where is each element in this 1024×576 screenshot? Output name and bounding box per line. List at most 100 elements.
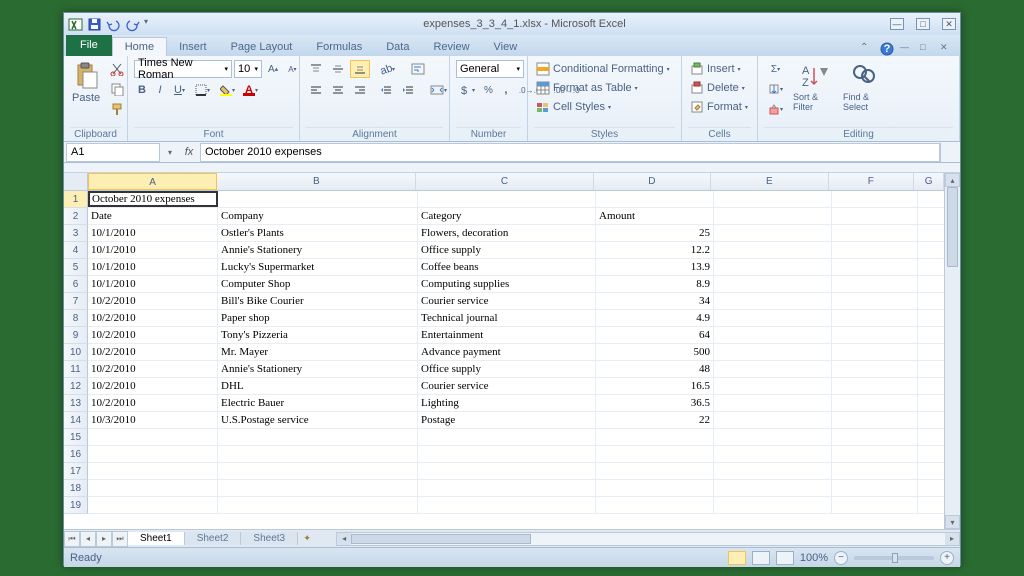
percent-button[interactable]: % (480, 81, 497, 99)
delete-cells-button[interactable]: Delete ▾ (688, 79, 747, 97)
clear-button[interactable]: ▾ (764, 100, 787, 118)
column-header-D[interactable]: D (594, 173, 711, 190)
row-header-6[interactable]: 6 (64, 276, 88, 293)
row-header-9[interactable]: 9 (64, 327, 88, 344)
cell-F12[interactable] (832, 378, 918, 394)
cell-D2[interactable]: Amount (596, 208, 714, 224)
sort-filter-button[interactable]: AZ Sort & Filter (791, 60, 837, 114)
cell-C2[interactable]: Category (418, 208, 596, 224)
cell-B3[interactable]: Ostler's Plants (218, 225, 418, 241)
cell-D4[interactable]: 12.2 (596, 242, 714, 258)
scroll-right-button[interactable]: ▸ (945, 533, 959, 545)
column-header-G[interactable]: G (914, 173, 944, 190)
column-header-F[interactable]: F (829, 173, 915, 190)
column-header-E[interactable]: E (711, 173, 828, 190)
cell-C13[interactable]: Lighting (418, 395, 596, 411)
qat-dropdown-icon[interactable]: ▾ (144, 17, 159, 32)
cell-D5[interactable]: 13.9 (596, 259, 714, 275)
italic-button[interactable]: I (152, 81, 168, 99)
cell-B15[interactable] (218, 429, 418, 445)
row-header-1[interactable]: 1 (64, 191, 88, 208)
format-as-table-button[interactable]: Format as Table ▾ (534, 79, 640, 97)
scroll-left-button[interactable]: ◂ (337, 533, 351, 545)
orientation-button[interactable]: ab▾ (376, 60, 399, 78)
cell-E17[interactable] (714, 463, 832, 479)
cell-F10[interactable] (832, 344, 918, 360)
decrease-font-button[interactable]: A▾ (284, 60, 300, 78)
cell-E6[interactable] (714, 276, 832, 292)
save-icon[interactable] (87, 17, 102, 32)
cell-F14[interactable] (832, 412, 918, 428)
cell-F18[interactable] (832, 480, 918, 496)
insert-cells-button[interactable]: Insert ▾ (688, 60, 743, 78)
help-icon[interactable]: ? (880, 42, 894, 56)
cell-B9[interactable]: Tony's Pizzeria (218, 327, 418, 343)
cell-G3[interactable] (918, 225, 944, 241)
find-select-button[interactable]: Find & Select (841, 60, 887, 114)
cell-F4[interactable] (832, 242, 918, 258)
fill-button[interactable]: ▾ (764, 80, 787, 98)
ribbon-minimize-icon[interactable]: ⌃ (860, 42, 874, 56)
tab-data[interactable]: Data (374, 38, 421, 56)
minimize-button[interactable]: — (890, 18, 904, 30)
tab-insert[interactable]: Insert (167, 38, 219, 56)
cell-E18[interactable] (714, 480, 832, 496)
comma-button[interactable]: , (498, 81, 514, 99)
merge-center-button[interactable]: ▾ (426, 81, 451, 99)
cell-styles-button[interactable]: Cell Styles ▾ (534, 98, 613, 116)
cell-A13[interactable]: 10/2/2010 (88, 395, 218, 411)
cell-A12[interactable]: 10/2/2010 (88, 378, 218, 394)
redo-icon[interactable] (125, 17, 140, 32)
cell-B11[interactable]: Annie's Stationery (218, 361, 418, 377)
underline-button[interactable]: U ▾ (170, 81, 189, 99)
tab-view[interactable]: View (482, 38, 530, 56)
cell-C11[interactable]: Office supply (418, 361, 596, 377)
sheet-nav-first[interactable]: ⏮ (64, 531, 80, 547)
cell-B2[interactable]: Company (218, 208, 418, 224)
cell-B1[interactable] (218, 191, 418, 207)
zoom-in-button[interactable]: + (940, 551, 954, 565)
zoom-slider[interactable] (854, 556, 934, 560)
increase-indent-button[interactable] (398, 81, 418, 99)
cell-A10[interactable]: 10/2/2010 (88, 344, 218, 360)
column-header-B[interactable]: B (217, 173, 416, 190)
new-sheet-button[interactable]: ✦ (298, 533, 316, 544)
cell-F8[interactable] (832, 310, 918, 326)
cell-D14[interactable]: 22 (596, 412, 714, 428)
cell-G17[interactable] (918, 463, 944, 479)
cell-A18[interactable] (88, 480, 218, 496)
horizontal-scrollbar[interactable]: ◂ ▸ (336, 532, 960, 546)
cell-G15[interactable] (918, 429, 944, 445)
cell-D11[interactable]: 48 (596, 361, 714, 377)
tab-page-layout[interactable]: Page Layout (219, 38, 305, 56)
cell-A15[interactable] (88, 429, 218, 445)
cell-G19[interactable] (918, 497, 944, 513)
cell-B4[interactable]: Annie's Stationery (218, 242, 418, 258)
row-header-10[interactable]: 10 (64, 344, 88, 361)
cell-F15[interactable] (832, 429, 918, 445)
cell-D18[interactable] (596, 480, 714, 496)
cell-B18[interactable] (218, 480, 418, 496)
sheet-nav-next[interactable]: ▸ (96, 531, 112, 547)
cell-C15[interactable] (418, 429, 596, 445)
accounting-button[interactable]: $▾ (456, 81, 479, 99)
cell-G7[interactable] (918, 293, 944, 309)
row-header-4[interactable]: 4 (64, 242, 88, 259)
cell-F9[interactable] (832, 327, 918, 343)
hscroll-thumb[interactable] (351, 534, 531, 544)
cell-G2[interactable] (918, 208, 944, 224)
cell-C5[interactable]: Coffee beans (418, 259, 596, 275)
cell-C8[interactable]: Technical journal (418, 310, 596, 326)
sheet-tab-sheet1[interactable]: Sheet1 (128, 532, 185, 545)
cell-F19[interactable] (832, 497, 918, 513)
vertical-scrollbar[interactable]: ▴ ▾ (944, 173, 960, 529)
cell-A17[interactable] (88, 463, 218, 479)
cell-D6[interactable]: 8.9 (596, 276, 714, 292)
cell-D8[interactable]: 4.9 (596, 310, 714, 326)
cell-G6[interactable] (918, 276, 944, 292)
cell-C18[interactable] (418, 480, 596, 496)
cell-E10[interactable] (714, 344, 832, 360)
cell-D1[interactable] (596, 191, 714, 207)
cell-D9[interactable]: 64 (596, 327, 714, 343)
cell-D17[interactable] (596, 463, 714, 479)
